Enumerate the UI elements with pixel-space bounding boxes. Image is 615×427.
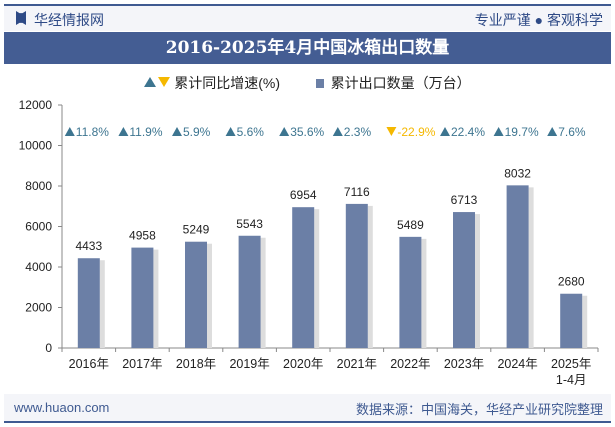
bar-value-label: 6954	[290, 188, 317, 202]
x-tick-label: 2016年	[69, 357, 109, 371]
bar-shadow	[367, 205, 373, 348]
bar-shadow	[260, 237, 266, 348]
x-tick-label: 2018年	[176, 357, 216, 371]
bar	[238, 235, 261, 348]
top-border	[4, 4, 611, 6]
growth-label: -22.9%	[397, 125, 435, 139]
bar	[292, 207, 315, 348]
footer: www.huaon.com 数据来源：中国海关，华经产业研究院整理	[4, 394, 611, 421]
up-triangle-icon	[225, 127, 236, 136]
bar-value-label: 5249	[183, 223, 210, 237]
y-tick-label: 4000	[25, 260, 52, 274]
bottom-border	[4, 421, 611, 423]
up-triangle-icon	[279, 127, 290, 136]
growth-label: 5.9%	[183, 125, 211, 139]
bar	[453, 212, 475, 348]
growth-label: 35.6%	[290, 125, 324, 139]
website-url[interactable]: www.huaon.com	[14, 400, 110, 415]
bar-value-label: 8032	[504, 166, 531, 180]
y-tick-label: 10000	[19, 139, 53, 153]
legend-bar-icon	[315, 78, 324, 88]
bar-shadow	[207, 243, 212, 348]
x-tick-label: 2019年	[229, 357, 269, 371]
bar	[345, 203, 368, 348]
y-tick-label: 6000	[25, 220, 52, 234]
growth-label: 11.9%	[129, 125, 162, 139]
brand-name: 华经情报网	[34, 12, 104, 28]
y-tick-label: 2000	[25, 301, 52, 315]
bar	[185, 241, 207, 348]
bar-shadow	[528, 187, 534, 348]
x-tick-label: 2022年	[390, 357, 430, 371]
up-triangle-icon	[547, 127, 558, 136]
bar-value-label: 2680	[558, 275, 585, 289]
chart-title: 2016-2025年4月中国冰箱出口数量	[4, 32, 611, 64]
x-tick-label: 2021年	[337, 357, 377, 371]
logo-icon	[16, 11, 26, 25]
bar-value-label: 5489	[397, 218, 424, 232]
growth-label: 2.3%	[344, 125, 372, 139]
y-tick-label: 0	[45, 341, 52, 355]
legend-bar-label: 累计出口数量（万台）	[330, 75, 471, 91]
growth-label: 22.4%	[451, 125, 485, 139]
growth-label: 5.6%	[237, 125, 265, 139]
x-tick-label: 1-4月	[556, 373, 587, 387]
bar-value-label: 4433	[75, 239, 102, 253]
bar-value-label: 5543	[236, 217, 263, 231]
up-triangle-icon	[440, 127, 450, 136]
y-tick-label: 8000	[25, 179, 52, 193]
bar-shadow	[314, 209, 320, 348]
up-triangle-icon	[493, 127, 504, 136]
up-triangle-icon	[118, 127, 129, 136]
x-tick-label: 2024年	[497, 357, 537, 371]
legend-growth-label: 累计同比增速(%)	[174, 75, 280, 91]
bar-shadow	[421, 238, 427, 348]
bar	[77, 258, 100, 348]
up-triangle-icon	[64, 127, 75, 136]
growth-label: 7.6%	[558, 125, 586, 139]
down-triangle-icon	[386, 127, 397, 136]
legend: 累计同比增速(%) 累计出口数量（万台）	[0, 73, 615, 93]
bar-shadow	[582, 295, 588, 348]
bar-shadow	[475, 214, 480, 348]
bar-shadow	[153, 249, 159, 348]
bar-value-label: 6713	[451, 193, 478, 207]
legend-triangle-icons	[144, 75, 171, 91]
up-triangle-icon	[332, 127, 343, 136]
header: 华经情报网 专业严谨 ● 客观科学	[4, 6, 611, 31]
x-tick-label: 2017年	[122, 357, 162, 371]
bar	[131, 247, 154, 348]
bar-value-label: 7116	[344, 185, 370, 199]
bar-value-label: 4958	[129, 229, 156, 243]
slogan: 专业严谨 ● 客观科学	[474, 12, 603, 28]
growth-label: 19.7%	[505, 125, 539, 139]
bar-shadow	[99, 260, 105, 348]
bar	[506, 185, 529, 348]
bar	[399, 236, 422, 348]
bar	[560, 293, 583, 348]
growth-label: 11.8%	[76, 125, 109, 139]
x-tick-label: 2025年	[551, 357, 591, 371]
x-tick-label: 2020年	[283, 357, 323, 371]
data-source: 数据来源：中国海关，华经产业研究院整理	[355, 402, 603, 417]
up-triangle-icon	[172, 127, 182, 136]
x-tick-label: 2023年	[444, 357, 484, 371]
y-tick-label: 12000	[19, 98, 53, 112]
